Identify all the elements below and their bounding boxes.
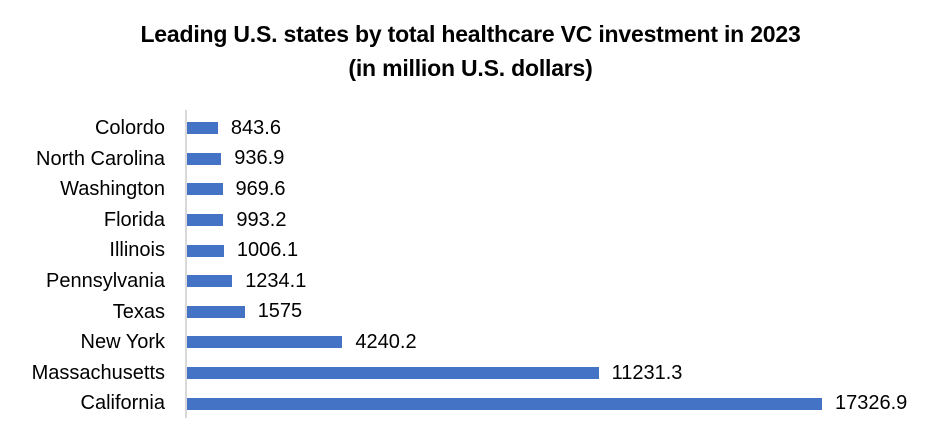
category-label: Pennsylvania [46, 269, 165, 292]
bar-value-label: 4240.2 [355, 330, 417, 353]
chart-title-line1: Leading U.S. states by total healthcare … [140, 21, 801, 47]
bar [187, 183, 223, 196]
bar-row: 11231.3 [187, 358, 907, 389]
bar [187, 244, 224, 257]
bar-value-label: 1575 [257, 300, 303, 323]
bar-value-label: 17326.9 [835, 392, 908, 415]
bar-value-label: 1006.1 [236, 239, 299, 262]
bar [187, 152, 222, 165]
chart-title: Leading U.S. states by total healthcare … [0, 17, 941, 85]
bar-value-label: 11231.3 [611, 361, 683, 384]
bar-row: 993.2 [187, 205, 907, 236]
bar-value-label: 843.6 [230, 116, 281, 139]
bar-value-label: 993.2 [236, 208, 287, 231]
bar-value-label: 936.9 [234, 147, 285, 170]
category-label: Florida [103, 208, 165, 231]
bar [187, 122, 218, 135]
bar-value-label: 1234.1 [245, 269, 307, 292]
bar-value-label: 969.6 [235, 177, 286, 200]
bar-row: 1575 [187, 297, 907, 328]
category-label: North Carolina [36, 147, 165, 170]
category-label: New York [80, 331, 166, 354]
category-label: California [80, 392, 165, 415]
plot-area: 843.6 936.9 969.6 993.2 1006.1 1234.1 1575 4240… [187, 113, 907, 419]
bar [187, 336, 343, 349]
category-label: Texas [112, 300, 165, 323]
bar-row: 936.9 [187, 144, 907, 175]
category-label: Illinois [109, 239, 165, 262]
bar [187, 214, 224, 227]
bar [187, 367, 599, 380]
chart-title-line2: (in million U.S. dollars) [348, 55, 593, 81]
bar-row: 4240.2 [187, 327, 907, 358]
bar-row: 1006.1 [187, 235, 907, 266]
category-label: Colordo [94, 117, 165, 139]
bar [187, 275, 233, 288]
bar-row: 969.6 [187, 174, 907, 205]
bar [187, 305, 245, 318]
bar-row: 1234.1 [187, 266, 907, 297]
bar-row: 843.6 [187, 113, 907, 144]
category-axis-labels: Colordo North Carolina Washington Florida Il… [0, 113, 165, 419]
category-label: Massachusetts [31, 361, 165, 384]
category-label: Washington [60, 178, 165, 201]
y-axis-line [185, 110, 187, 418]
bar-row: 17326.9 [187, 388, 907, 419]
bar [187, 397, 822, 410]
